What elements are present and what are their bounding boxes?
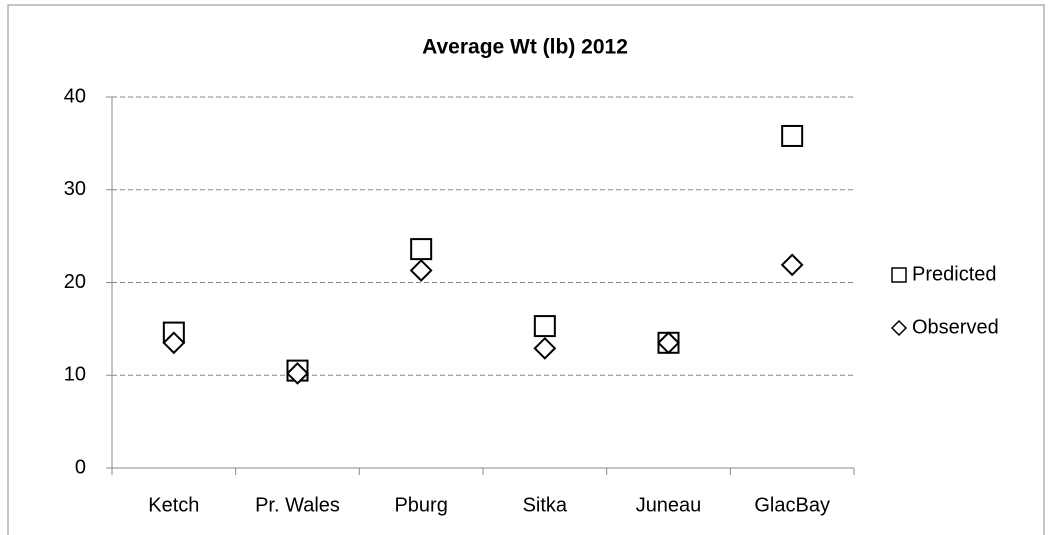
- data-point: [409, 259, 433, 282]
- legend-marker: [890, 319, 908, 337]
- y-tick-label: 40: [64, 85, 86, 107]
- chart-title: Average Wt (lb) 2012: [422, 36, 628, 59]
- y-tick-label: 10: [64, 364, 86, 386]
- y-tick-label: 30: [64, 178, 86, 200]
- data-point: [657, 331, 680, 355]
- legend-label: Observed: [912, 316, 999, 338]
- chart-frame: [7, 4, 1045, 535]
- legend-marker: [891, 267, 907, 283]
- data-point: [533, 315, 556, 338]
- data-point: [162, 331, 186, 355]
- data-point: [286, 361, 309, 385]
- data-point: [533, 336, 557, 360]
- data-point: [780, 253, 804, 277]
- x-tick-label: GlacBay: [754, 494, 830, 516]
- y-tick-label: 0: [75, 456, 86, 478]
- x-tick-label: Pr. Wales: [255, 494, 340, 516]
- y-tick-label: 20: [64, 271, 86, 293]
- x-tick-label: Ketch: [148, 494, 199, 516]
- legend-label: Predicted: [912, 263, 997, 285]
- data-point: [781, 124, 804, 147]
- x-tick-label: Sitka: [523, 494, 568, 516]
- x-tick-label: Pburg: [394, 494, 447, 516]
- x-tick-label: Juneau: [636, 494, 702, 516]
- data-point: [410, 238, 433, 261]
